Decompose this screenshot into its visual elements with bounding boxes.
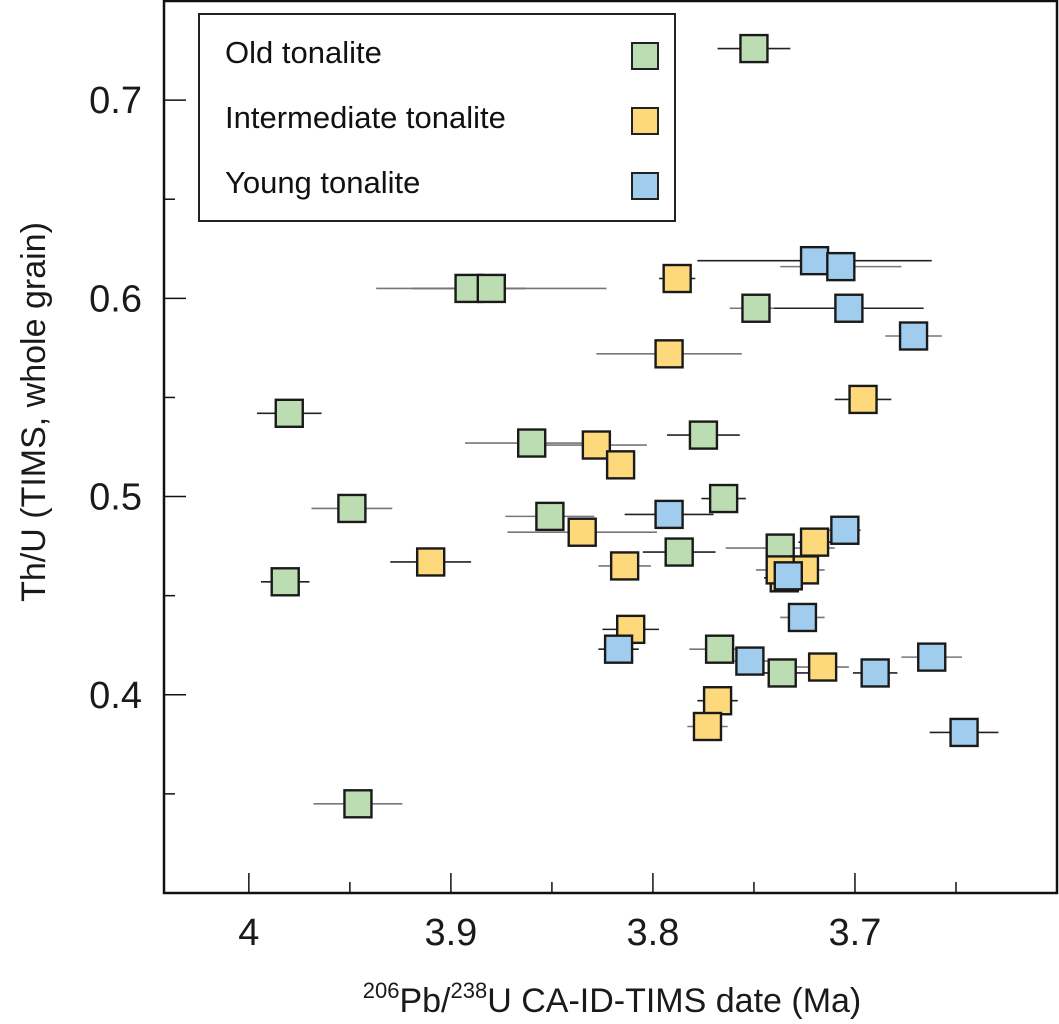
legend-swatch-young <box>631 172 659 200</box>
x-axis-title: 206Pb/238U CA-ID-TIMS date (Ma) <box>363 978 862 1020</box>
x-tick-label: 3.7 <box>829 912 882 954</box>
data-point-young-tonalite <box>735 646 765 676</box>
data-point-young-tonalite <box>799 245 830 276</box>
data-point-young-tonalite <box>603 634 634 664</box>
legend-label-intermediate: Intermediate tonalite <box>225 100 506 135</box>
data-point-old-tonalite <box>270 567 300 597</box>
x-axis-title-sup2: 238 <box>451 978 488 1003</box>
data-point-intermediate-tonalite <box>609 551 640 581</box>
data-point-old-tonalite <box>343 789 373 819</box>
data-point-intermediate-tonalite <box>662 263 692 294</box>
data-point-old-tonalite <box>337 493 367 524</box>
y-axis-title: Th/U (TIMS, whole grain) <box>15 222 53 602</box>
data-point-intermediate-tonalite <box>848 384 878 415</box>
data-point-intermediate-tonalite <box>654 339 684 369</box>
data-point-intermediate-tonalite <box>799 527 830 557</box>
data-point-intermediate-tonalite <box>807 652 838 682</box>
data-point-young-tonalite <box>917 642 947 672</box>
x-axis-title-sup1: 206 <box>363 978 400 1003</box>
y-tick-label: 0.7 <box>89 80 142 122</box>
data-point-old-tonalite <box>741 293 771 323</box>
data-point-young-tonalite <box>898 321 929 351</box>
data-markers <box>270 33 979 819</box>
legend-swatch-intermediate <box>631 107 659 135</box>
data-point-young-tonalite <box>787 602 818 633</box>
data-point-old-tonalite <box>476 273 506 304</box>
data-point-young-tonalite <box>834 293 864 323</box>
legend: Old tonalite Intermediate tonalite Young… <box>198 13 676 222</box>
x-axis-title-part1: Pb/ <box>399 982 451 1020</box>
data-point-old-tonalite <box>688 420 719 450</box>
data-point-old-tonalite <box>708 483 739 514</box>
data-point-young-tonalite <box>773 561 803 591</box>
x-tick-label: 3.8 <box>627 912 680 954</box>
x-tick-label: 4 <box>238 912 259 954</box>
data-point-intermediate-tonalite <box>567 517 597 547</box>
legend-swatch-old <box>631 42 659 70</box>
data-point-old-tonalite <box>664 537 694 567</box>
data-point-old-tonalite <box>704 634 735 664</box>
data-point-intermediate-tonalite <box>415 547 446 577</box>
y-tick-label: 0.5 <box>89 477 142 519</box>
legend-label-old: Old tonalite <box>225 35 382 70</box>
data-point-old-tonalite <box>739 33 769 64</box>
x-axis-title-part2: U CA-ID-TIMS date (Ma) <box>487 982 861 1020</box>
legend-label-young: Young tonalite <box>225 165 420 200</box>
y-axis-ticks: 0.7 0.6 0.5 0.4 <box>89 80 186 795</box>
x-axis-ticks: 4 3.9 3.8 3.7 <box>238 873 957 954</box>
legend-box <box>198 13 676 222</box>
data-point-old-tonalite <box>535 501 565 532</box>
x-tick-label: 3.9 <box>424 912 477 954</box>
y-tick-label: 0.6 <box>89 278 142 320</box>
data-point-intermediate-tonalite <box>605 450 636 480</box>
plot-frame <box>162 0 1059 895</box>
data-point-young-tonalite <box>826 251 856 282</box>
data-point-young-tonalite <box>860 658 890 688</box>
data-point-old-tonalite <box>517 428 547 458</box>
data-point-old-tonalite <box>767 658 797 688</box>
data-point-young-tonalite <box>830 515 860 545</box>
data-point-intermediate-tonalite <box>702 686 733 716</box>
data-point-young-tonalite <box>654 499 684 530</box>
data-point-young-tonalite <box>949 717 979 748</box>
data-point-intermediate-tonalite <box>581 430 612 460</box>
y-tick-label: 0.4 <box>89 675 142 717</box>
data-point-intermediate-tonalite <box>692 711 723 742</box>
data-point-old-tonalite <box>274 398 304 429</box>
